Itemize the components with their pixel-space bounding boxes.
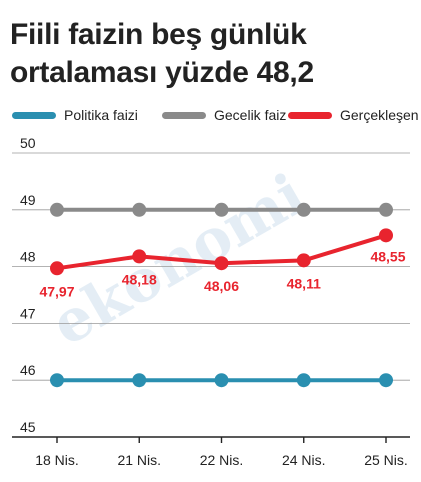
legend-label-politika-faizi: Politika faizi [64, 107, 138, 123]
x-tick-label: 22 Nis. [200, 452, 244, 468]
data-point [296, 253, 311, 268]
y-tick-label: 46 [20, 362, 36, 378]
legend-item-politika-faizi: Politika faizi [12, 104, 138, 126]
chart-title: Fiili faizin beş günlük ortalaması yüzde… [10, 18, 314, 89]
x-tick-label: 24 Nis. [282, 452, 326, 468]
legend-label-gerceklesen: Gerçekleşen [340, 107, 419, 123]
data-point [296, 373, 311, 388]
data-point [132, 249, 147, 264]
data-point [379, 373, 393, 388]
y-tick-label: 48 [20, 249, 36, 265]
x-tick-label: 25 Nis. [364, 452, 408, 468]
data-point [132, 373, 147, 388]
x-tick-label: 21 Nis. [117, 452, 161, 468]
data-point [379, 202, 393, 217]
data-label: 48,18 [122, 271, 157, 287]
data-point [214, 202, 229, 217]
y-tick-label: 50 [20, 135, 36, 151]
data-point [50, 373, 64, 388]
data-label: 48,55 [370, 248, 405, 264]
legend-label-gecelik-faiz: Gecelik faiz [214, 107, 287, 123]
data-point [50, 202, 64, 217]
data-point [296, 202, 311, 217]
data-point [214, 373, 229, 388]
legend-swatch-gerceklesen [288, 111, 332, 119]
y-tick-label: 47 [20, 305, 36, 321]
legend-item-gecelik-faiz: Gecelik faiz [162, 104, 286, 126]
legend-swatch-politika-faizi [12, 111, 56, 119]
legend-swatch-gecelik-faiz [162, 111, 206, 119]
data-label: 48,11 [287, 275, 321, 291]
data-point [214, 256, 229, 271]
y-tick-label: 49 [20, 192, 36, 208]
data-point [379, 228, 393, 243]
data-point [50, 261, 64, 276]
data-label: 48,06 [204, 278, 239, 294]
y-tick-label: 45 [20, 419, 36, 435]
legend-item-gerceklesen: Gerçekleşen [288, 104, 419, 126]
x-tick-label: 18 Nis. [35, 452, 79, 468]
data-point [132, 202, 147, 217]
legend: Politika faizi Gecelik faiz Gerçekleşen [12, 104, 419, 126]
data-label: 47,97 [39, 283, 74, 299]
